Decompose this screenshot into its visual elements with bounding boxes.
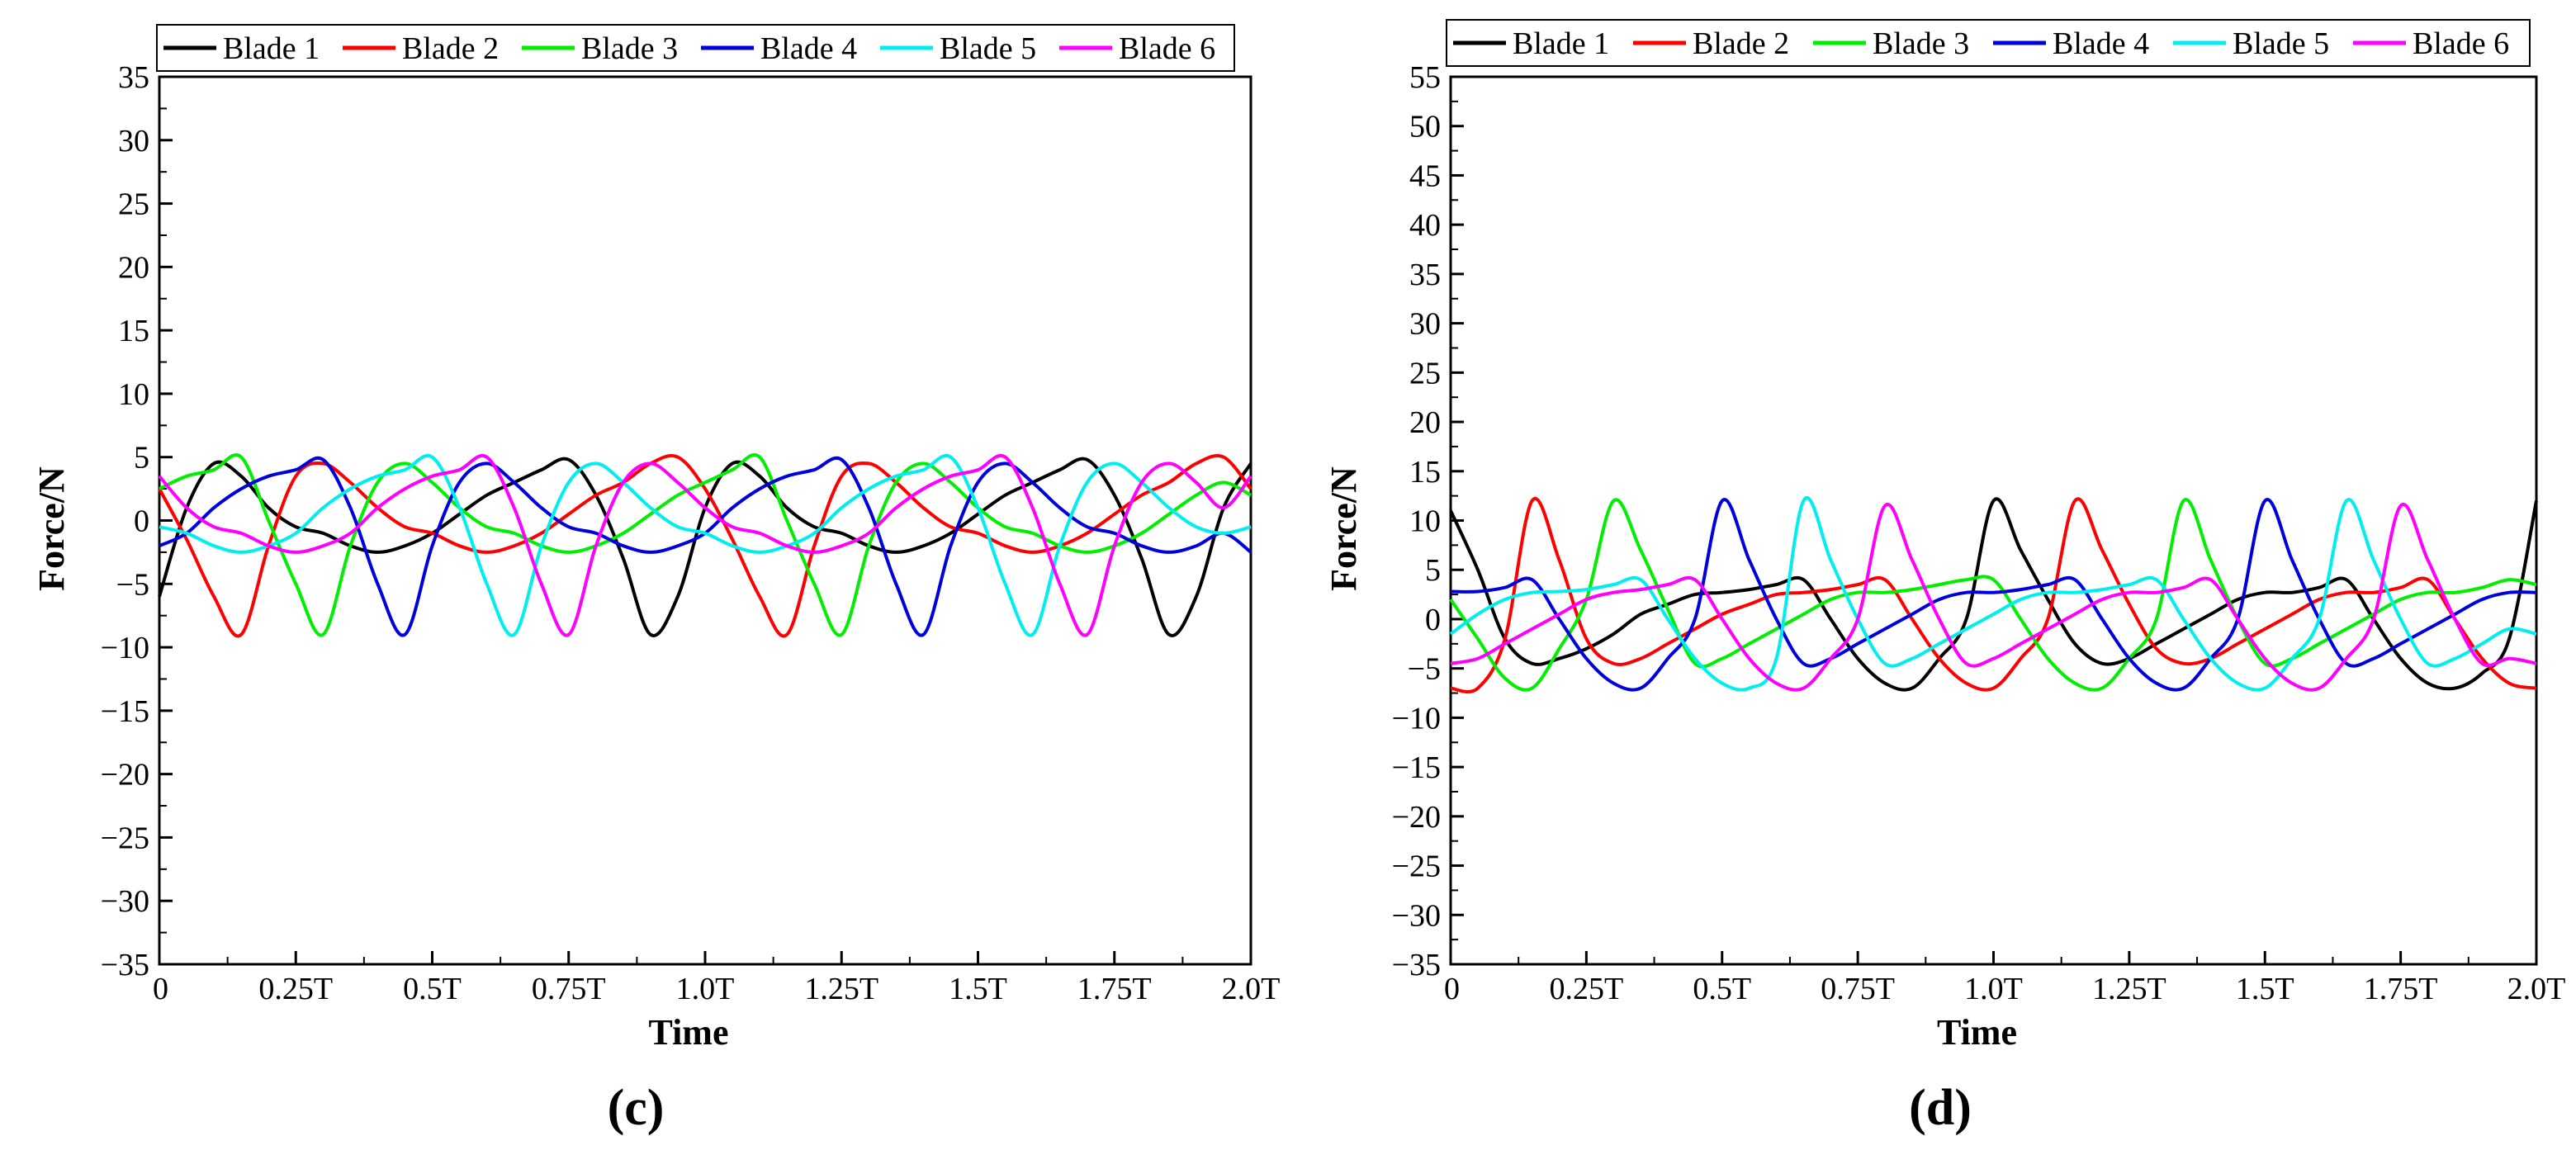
series-line-blade-5	[1449, 496, 2537, 692]
x-tick-label: 0.5T	[403, 972, 462, 1006]
y-tick-label: 0	[1425, 603, 1441, 637]
y-tick-label: −15	[1392, 750, 1441, 785]
x-tick-label: 1.25T	[804, 972, 878, 1006]
series-line-blade-5	[159, 453, 1252, 637]
y-tick-label: −5	[1408, 652, 1441, 687]
y-tick-label: 5	[1425, 553, 1441, 588]
x-tick-label: 0.5T	[1693, 972, 1751, 1006]
x-tick-label: 2.0T	[1222, 972, 1281, 1006]
legend-label-blade-5: Blade 5	[2233, 26, 2329, 61]
chart-panel-d: 5550454035302520151050−5−10−15−20−25−30−…	[1324, 19, 2566, 1136]
legend-label-blade-5: Blade 5	[940, 31, 1036, 66]
series-line-blade-2	[1450, 497, 2537, 693]
x-tick-label: 0.25T	[258, 972, 333, 1006]
legend-label-blade-3: Blade 3	[581, 31, 678, 66]
y-tick-label: 25	[1409, 356, 1441, 390]
y-tick-label: 15	[118, 314, 149, 348]
y-tick-label: 25	[118, 187, 149, 222]
y-tick-label: 45	[1409, 159, 1441, 193]
panel-label: (d)	[1909, 1080, 1972, 1136]
y-tick-label: 0	[134, 504, 149, 539]
x-tick-label: 0	[1444, 972, 1460, 1006]
x-tick-label: 1.0T	[1964, 972, 2023, 1006]
x-tick-label: 0.75T	[1821, 972, 1895, 1006]
x-tick-label: 1.75T	[1077, 972, 1152, 1006]
series-line-blade-1	[1449, 497, 2538, 692]
y-tick-label: 35	[118, 60, 149, 95]
series-line-blade-6	[158, 453, 1252, 637]
x-tick-label: 1.5T	[949, 972, 1007, 1006]
y-tick-label: 10	[118, 377, 149, 412]
legend: Blade 1 Blade 2 Blade 3 Blade 4 Blade 5 Blade…	[1446, 19, 2531, 67]
plot-frame	[158, 75, 1252, 966]
y-tick-label: −10	[1392, 701, 1441, 736]
y-tick-label: −5	[116, 567, 149, 602]
y-tick-label: −20	[1392, 800, 1441, 835]
x-axis-title: Time	[649, 1012, 729, 1053]
x-tick-label: 0.25T	[1550, 972, 1624, 1006]
y-tick-label: 50	[1409, 110, 1441, 144]
y-tick-label: 35	[1409, 258, 1441, 292]
x-axis-title: Time	[1937, 1012, 2017, 1053]
legend-label-blade-4: Blade 4	[760, 31, 857, 66]
y-tick-label: −35	[1392, 948, 1441, 982]
y-tick-label: 20	[118, 250, 149, 285]
x-tick-label: 2.0T	[2507, 972, 2566, 1006]
x-tick-label: 1.75T	[2364, 972, 2438, 1006]
y-tick-label: 55	[1409, 60, 1441, 95]
series-line-blade-6	[1450, 502, 2537, 692]
y-tick-label: −15	[101, 694, 149, 729]
panel-label: (c)	[608, 1080, 665, 1136]
x-tick-label: 1.0T	[676, 972, 735, 1006]
y-tick-label: −10	[101, 631, 149, 665]
legend: Blade 1 Blade 2 Blade 3 Blade 4 Blade 5 Blade…	[156, 24, 1235, 72]
y-tick-label: 30	[1409, 307, 1441, 342]
legend-label-blade-4: Blade 4	[2053, 26, 2149, 61]
y-tick-label: −25	[1392, 849, 1441, 884]
y-tick-label: 15	[1409, 455, 1441, 490]
series-line-blade-4	[1450, 498, 2537, 692]
y-tick-label: 10	[1409, 504, 1441, 539]
series-line-blade-3	[1449, 498, 2537, 692]
y-tick-label: −25	[101, 821, 149, 855]
x-tick-label: 0.75T	[532, 972, 606, 1006]
legend-label-blade-6: Blade 6	[1119, 31, 1215, 66]
legend-label-blade-6: Blade 6	[2413, 26, 2509, 61]
legend-label-blade-2: Blade 2	[402, 31, 499, 66]
legend-box	[156, 24, 1235, 72]
y-axis-title: Force/N	[31, 466, 72, 591]
x-tick-label: 0	[153, 972, 168, 1006]
y-tick-label: 30	[118, 124, 149, 159]
y-tick-label: 5	[134, 441, 149, 476]
y-tick-label: 20	[1409, 405, 1441, 440]
y-tick-label: −20	[101, 758, 149, 793]
legend-box	[1446, 19, 2531, 67]
plot-frame	[1449, 75, 2538, 966]
y-tick-label: 40	[1409, 208, 1441, 243]
y-axis-title: Force/N	[1324, 466, 1364, 591]
x-tick-label: 1.25T	[2092, 972, 2166, 1006]
y-tick-label: −30	[1392, 898, 1441, 933]
legend-label-blade-1: Blade 1	[1513, 26, 1609, 61]
legend-label-blade-1: Blade 1	[223, 31, 320, 66]
x-tick-label: 1.5T	[2236, 972, 2294, 1006]
legend-label-blade-3: Blade 3	[1873, 26, 1969, 61]
y-tick-label: −35	[101, 948, 149, 982]
legend-label-blade-2: Blade 2	[1693, 26, 1789, 61]
y-tick-label: −30	[101, 884, 149, 919]
series-line-blade-1	[158, 457, 1252, 637]
